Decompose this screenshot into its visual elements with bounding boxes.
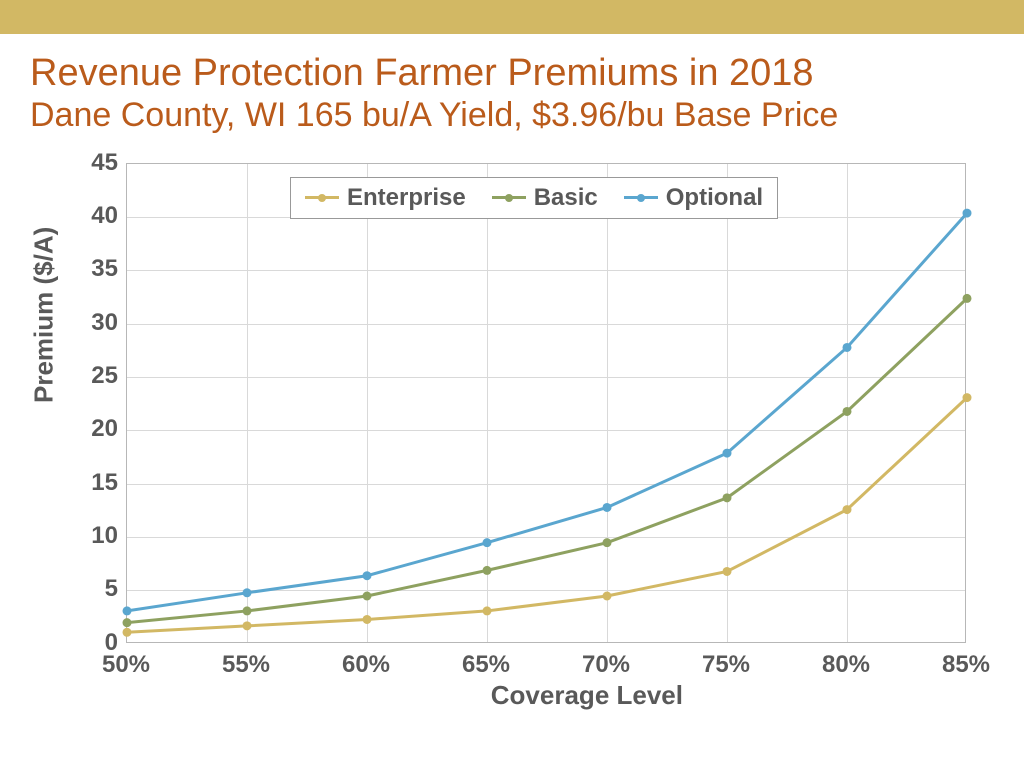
- series-line-enterprise: [127, 397, 967, 632]
- legend-label: Basic: [534, 184, 598, 212]
- series-marker: [723, 448, 732, 457]
- slide-title: Revenue Protection Farmer Premiums in 20…: [30, 52, 994, 96]
- plot-area: [126, 163, 966, 643]
- premium-chart: Premium ($/A) 051015202530354045 50%55%6…: [30, 153, 990, 713]
- y-tick-label: 10: [58, 522, 118, 550]
- y-tick-label: 25: [58, 362, 118, 390]
- x-tick-label: 75%: [702, 651, 750, 679]
- series-marker: [363, 615, 372, 624]
- y-tick-label: 40: [58, 202, 118, 230]
- x-tick-label: 55%: [222, 651, 270, 679]
- series-marker: [843, 407, 852, 416]
- x-tick-label: 70%: [582, 651, 630, 679]
- series-marker: [603, 538, 612, 547]
- series-marker: [123, 628, 132, 637]
- y-tick-label: 20: [58, 415, 118, 443]
- y-tick-label: 15: [58, 469, 118, 497]
- legend-line-icon: [492, 196, 526, 199]
- x-tick-label: 80%: [822, 651, 870, 679]
- series-line-optional: [127, 213, 967, 611]
- y-axis-label: Premium ($/A): [29, 227, 60, 403]
- series-line-basic: [127, 298, 967, 622]
- series-marker: [483, 538, 492, 547]
- y-tick-label: 30: [58, 309, 118, 337]
- series-marker: [963, 393, 972, 402]
- top-accent-bar: [0, 0, 1024, 34]
- series-marker: [123, 606, 132, 615]
- chart-legend: Enterprise Basic Optional: [290, 177, 778, 219]
- series-marker: [723, 567, 732, 576]
- series-marker: [483, 606, 492, 615]
- legend-line-icon: [624, 196, 658, 199]
- series-marker: [363, 591, 372, 600]
- y-tick-label: 5: [58, 575, 118, 603]
- legend-label: Enterprise: [347, 184, 466, 212]
- series-marker: [243, 606, 252, 615]
- series-marker: [483, 566, 492, 575]
- series-marker: [243, 588, 252, 597]
- series-marker: [603, 591, 612, 600]
- series-marker: [723, 493, 732, 502]
- legend-label: Optional: [666, 184, 763, 212]
- series-marker: [363, 571, 372, 580]
- x-tick-label: 65%: [462, 651, 510, 679]
- series-marker: [843, 505, 852, 514]
- series-marker: [603, 503, 612, 512]
- legend-item-basic: Basic: [492, 184, 598, 212]
- slide-subtitle: Dane County, WI 165 bu/A Yield, $3.96/bu…: [30, 96, 994, 135]
- series-marker: [243, 621, 252, 630]
- series-marker: [123, 618, 132, 627]
- legend-line-icon: [305, 196, 339, 199]
- series-marker: [963, 294, 972, 303]
- x-axis-label: Coverage Level: [491, 680, 683, 711]
- y-tick-label: 35: [58, 255, 118, 283]
- x-tick-label: 50%: [102, 651, 150, 679]
- series-marker: [963, 208, 972, 217]
- x-tick-label: 85%: [942, 651, 990, 679]
- content-area: Revenue Protection Farmer Premiums in 20…: [0, 34, 1024, 713]
- legend-item-optional: Optional: [624, 184, 763, 212]
- y-tick-label: 45: [58, 149, 118, 177]
- chart-lines: [127, 164, 965, 642]
- x-tick-label: 60%: [342, 651, 390, 679]
- legend-item-enterprise: Enterprise: [305, 184, 466, 212]
- series-marker: [843, 343, 852, 352]
